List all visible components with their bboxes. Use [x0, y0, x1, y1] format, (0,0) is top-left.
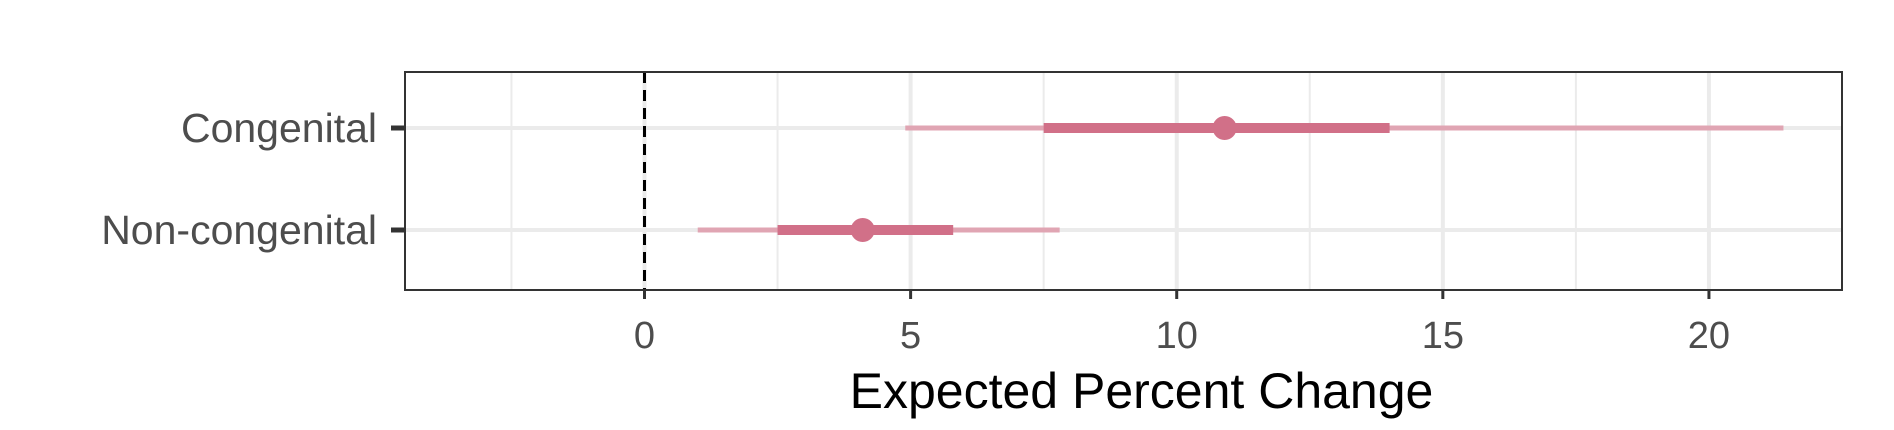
point-estimate [850, 218, 875, 242]
x-axis-ticks: 0 5 10 15 20 [634, 290, 1730, 357]
x-tick-label: 5 [900, 315, 921, 357]
y-tick-label: Non-congenital [101, 207, 377, 253]
x-tick-label: 20 [1688, 315, 1730, 357]
panel-border [404, 71, 1843, 291]
y-tick-label: Congenital [181, 105, 377, 151]
x-axis-title: Expected Percent Change [850, 363, 1434, 419]
point-estimate [1212, 116, 1237, 140]
x-tick-label: 15 [1422, 315, 1464, 357]
y-axis-ticks: Congenital Non-congenital [101, 105, 405, 253]
interval-marks [697, 116, 1784, 242]
x-tick-label: 0 [634, 315, 655, 357]
x-tick-label: 10 [1156, 315, 1198, 357]
